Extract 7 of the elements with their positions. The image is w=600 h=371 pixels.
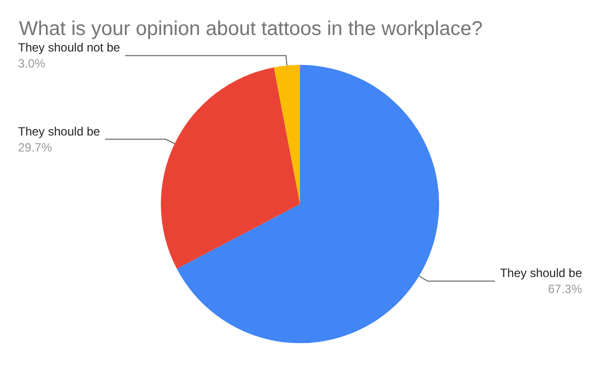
- data-label: 3.0%: [18, 56, 46, 71]
- slice-label: They should be: [18, 124, 100, 138]
- slice-label: They should not be: [18, 40, 120, 55]
- chart-title: What is your opinion about tattoos in the workplace?: [19, 18, 483, 40]
- slice-label: They should be: [500, 266, 582, 280]
- data-label: 29.7%: [18, 140, 52, 154]
- data-label: 67.3%: [548, 282, 582, 296]
